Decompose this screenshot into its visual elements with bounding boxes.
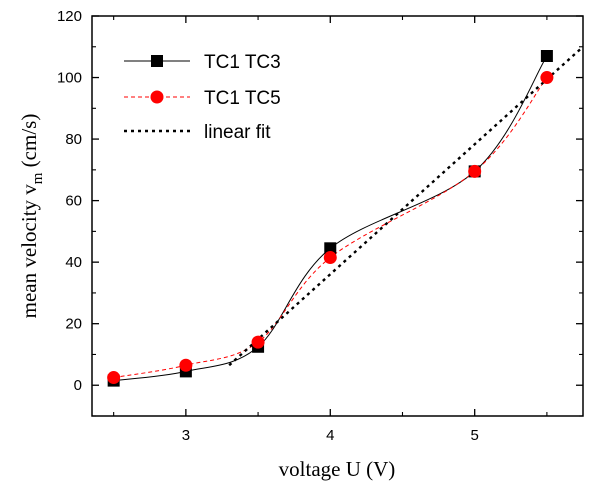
y-tick-label: 120 — [57, 8, 82, 25]
axis-ticks — [92, 15, 583, 417]
data-point-tc3 — [540, 50, 553, 62]
data-point-tc5 — [251, 335, 265, 349]
y-axis-title-main: mean velocity v — [17, 184, 41, 319]
data-point-tc5 — [540, 71, 554, 85]
y-axis-title-unit: (cm/s) — [17, 114, 41, 173]
legend-label: TC1 TC5 — [204, 88, 281, 109]
legend-label: linear fit — [204, 122, 271, 143]
y-tick-label: 20 — [65, 316, 82, 333]
series-line-tc3 — [113, 55, 548, 382]
tick-labels: 3 4 5 0 20 40 60 80 100 120 — [57, 8, 479, 444]
data-point-tc3 — [324, 242, 337, 255]
y-axis-title-subscript: m — [30, 172, 46, 184]
series-line-tc5 — [113, 77, 548, 379]
y-axis-title: mean velocity vm (cm/s) — [17, 114, 46, 319]
data-point-tc5 — [107, 371, 121, 385]
y-tick-label: 80 — [65, 131, 82, 148]
y-tick-label: 100 — [57, 70, 82, 87]
data-point-tc5 — [468, 164, 482, 178]
legend-marker-square — [151, 55, 163, 67]
linear-fit-line — [228, 45, 584, 367]
data-point-tc5 — [179, 358, 193, 372]
x-tick-label: 5 — [471, 427, 479, 444]
legend: TC1 TC3 TC1 TC5 linear fit — [124, 52, 281, 143]
x-tick-label: 3 — [182, 427, 190, 444]
data-point-tc5 — [323, 251, 337, 265]
y-tick-label: 40 — [65, 254, 82, 271]
legend-label: TC1 TC3 — [204, 52, 281, 73]
x-tick-label: 4 — [326, 427, 334, 444]
series-layer — [107, 45, 584, 387]
y-tick-label: 0 — [74, 377, 82, 394]
plot-frame — [91, 15, 584, 417]
legend-marker-circle — [150, 90, 164, 104]
x-axis-title: voltage U (V) — [279, 457, 396, 481]
y-tick-label: 60 — [65, 193, 82, 210]
